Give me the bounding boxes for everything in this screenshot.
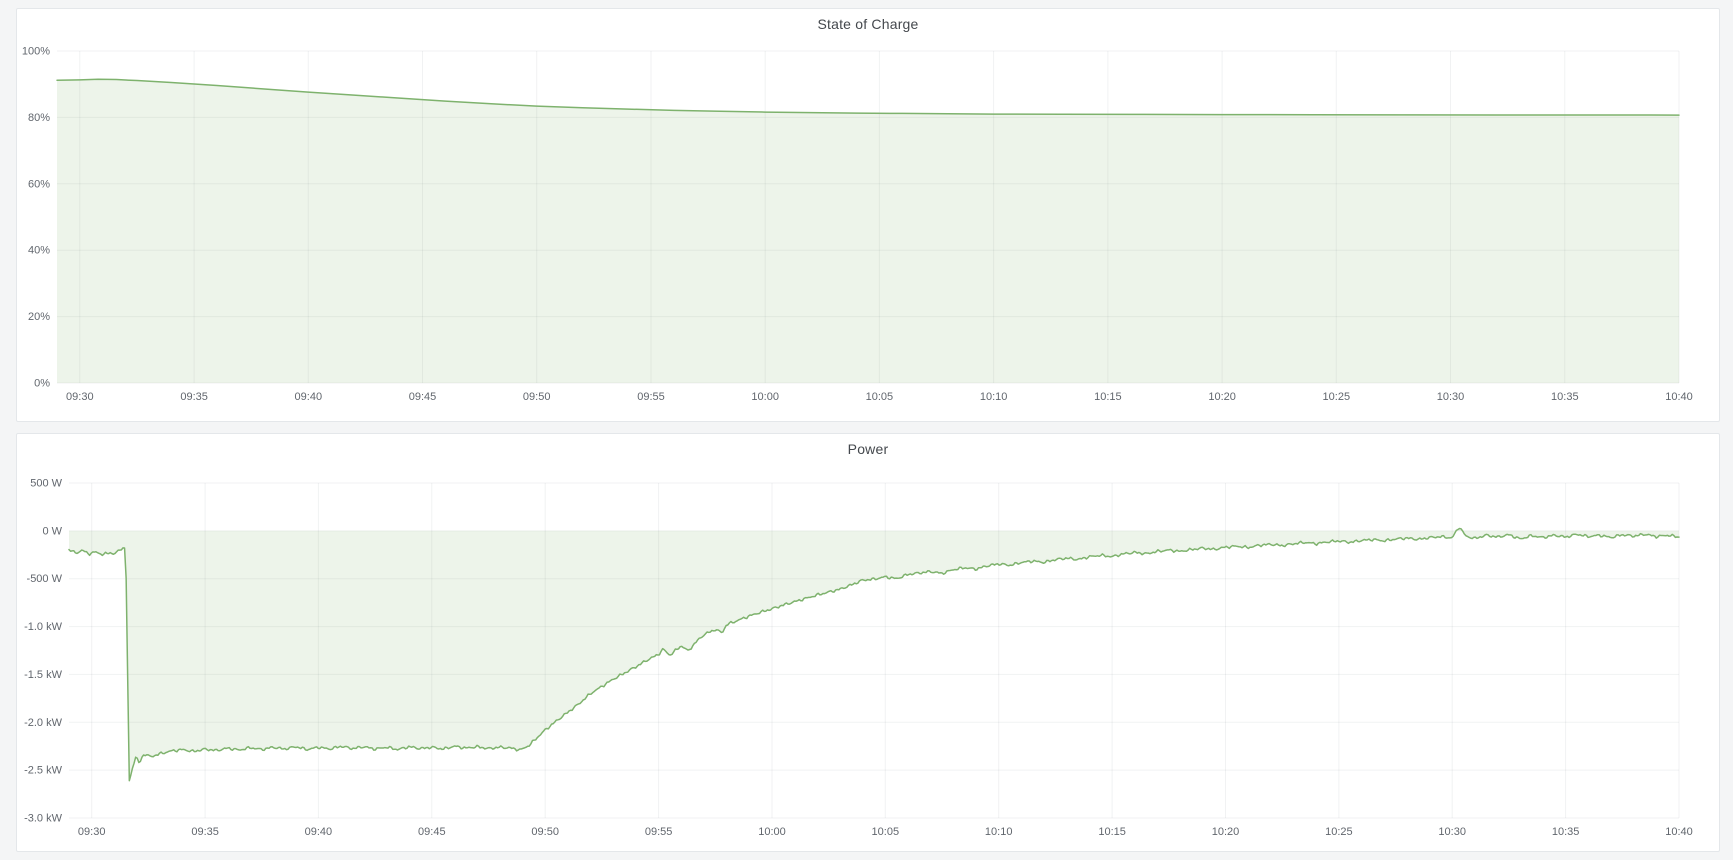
x-tick-label: 10:05 — [872, 826, 900, 838]
x-tick-label: 09:35 — [191, 826, 219, 838]
x-tick-label: 10:00 — [758, 826, 786, 838]
panel-title-text: State of Charge — [817, 16, 919, 32]
x-tick-label: 10:05 — [866, 391, 894, 403]
x-tick-label: 09:35 — [180, 391, 208, 403]
axis-labels: 100% 80% 60% 40% 20% 0% 09:30 09:35 09:40 09:45 09… — [22, 46, 1693, 404]
y-tick-label: 80% — [28, 112, 50, 124]
x-tick-label: 09:45 — [418, 826, 446, 838]
x-tick-label: 10:10 — [985, 826, 1013, 838]
axis-labels: 500 W 0 W -500 W -1.0 kW -1.5 kW -2.0 kW -2.5 … — [24, 478, 1693, 839]
y-tick-label: -2.0 kW — [24, 717, 63, 729]
y-tick-label: -2.5 kW — [24, 765, 63, 777]
x-tick-label: 10:15 — [1098, 826, 1126, 838]
x-tick-label: 10:40 — [1665, 391, 1693, 403]
power-chart-canvas[interactable]: 500 W 0 W -500 W -1.0 kW -1.5 kW -2.0 kW -2.5 … — [17, 464, 1719, 851]
y-tick-label: 0% — [34, 378, 50, 390]
x-tick-label: 10:35 — [1551, 391, 1579, 403]
soc-chart-canvas[interactable]: 100% 80% 60% 40% 20% 0% 09:30 09:35 09:40 09:45 09… — [17, 39, 1719, 421]
y-tick-label: 0 W — [42, 525, 62, 537]
panel-title[interactable]: State of Charge — [17, 9, 1719, 39]
series-area-fill — [69, 528, 1679, 781]
x-tick-label: 10:25 — [1325, 826, 1353, 838]
panel-state-of-charge: State of Charge 100% 80% 60% 40% 20% 0% 09:30 0… — [16, 8, 1720, 422]
y-tick-label: -3.0 kW — [24, 813, 63, 825]
x-tick-label: 09:50 — [531, 826, 559, 838]
x-tick-label: 10:20 — [1212, 826, 1240, 838]
x-tick-label: 10:30 — [1437, 391, 1465, 403]
x-tick-label: 10:00 — [751, 391, 779, 403]
x-tick-label: 09:50 — [523, 391, 551, 403]
panel-power: Power 500 W 0 W -500 W -1.0 kW -1.5 kW -2.0 k… — [16, 433, 1720, 852]
x-tick-label: 10:15 — [1094, 391, 1122, 403]
series-line — [68, 527, 1680, 782]
gridlines — [57, 50, 1680, 384]
x-tick-label: 09:55 — [645, 826, 673, 838]
x-tick-label: 09:55 — [637, 391, 665, 403]
x-tick-label: 09:30 — [66, 391, 94, 403]
y-tick-label: -1.0 kW — [24, 621, 63, 633]
y-tick-label: 40% — [28, 245, 50, 257]
panel-title-text: Power — [847, 441, 889, 457]
y-tick-label: 60% — [28, 178, 50, 190]
x-tick-label: 09:40 — [295, 391, 323, 403]
series-area-fill — [57, 79, 1679, 383]
x-tick-label: 09:45 — [409, 391, 437, 403]
y-tick-label: 500 W — [30, 478, 62, 490]
x-tick-label: 10:25 — [1323, 391, 1351, 403]
x-tick-label: 09:40 — [305, 826, 333, 838]
y-tick-label: -1.5 kW — [24, 669, 63, 681]
panel-title[interactable]: Power — [17, 434, 1719, 464]
x-tick-label: 10:30 — [1438, 826, 1466, 838]
y-tick-label: 100% — [22, 46, 50, 58]
x-tick-label: 09:30 — [78, 826, 106, 838]
y-tick-label: 20% — [28, 311, 50, 323]
y-tick-label: -500 W — [27, 573, 63, 585]
x-tick-label: 10:20 — [1208, 391, 1236, 403]
x-tick-label: 10:10 — [980, 391, 1008, 403]
series-line — [56, 78, 1680, 116]
gridlines — [69, 482, 1680, 819]
x-tick-label: 10:40 — [1665, 826, 1693, 838]
x-tick-label: 10:35 — [1552, 826, 1580, 838]
